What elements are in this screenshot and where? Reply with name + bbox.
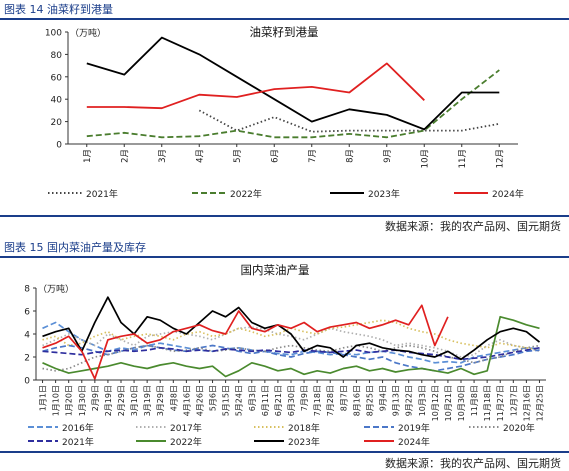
x-tick-label: 9月 bbox=[383, 149, 393, 163]
legend-label: 2023年 bbox=[368, 188, 400, 200]
x-tick-label: 12月7日 bbox=[509, 385, 518, 416]
x-tick-label: 7月9日 bbox=[300, 385, 309, 411]
x-tick-label: 9月22日 bbox=[405, 385, 414, 416]
y-tick-label: 4 bbox=[24, 331, 30, 341]
y-tick-label: 100 bbox=[45, 29, 62, 39]
legend-label: 2021年 bbox=[86, 188, 118, 200]
figure-15-rule bbox=[0, 256, 569, 258]
series-line-2023 bbox=[42, 296, 541, 361]
x-tick-label: 3月10日 bbox=[130, 385, 139, 416]
x-tick-label: 10月21日 bbox=[444, 385, 453, 421]
x-tick-label: 4月8日 bbox=[169, 385, 178, 411]
x-tick-label: 7月18日 bbox=[313, 385, 322, 416]
x-tick-label: 10月3日 bbox=[418, 385, 427, 416]
x-tick-label: 8月25日 bbox=[365, 385, 374, 416]
legend-label: 2021年 bbox=[62, 436, 94, 448]
y-tick-label: 0 bbox=[24, 377, 30, 387]
series-line-2017 bbox=[42, 326, 540, 358]
x-tick-label: 5月6日 bbox=[209, 385, 218, 411]
legend-label: 2024年 bbox=[398, 436, 430, 448]
x-tick-label: 2月 bbox=[120, 149, 130, 163]
x-tick-label: 5月15日 bbox=[222, 385, 231, 416]
y-tick-label: 80 bbox=[51, 51, 63, 61]
x-tick-label: 5月24日 bbox=[235, 385, 244, 416]
series-line-2022 bbox=[86, 69, 500, 139]
x-tick-label: 1月1日 bbox=[39, 385, 48, 411]
x-tick-label: 10月 bbox=[420, 149, 430, 168]
x-tick-label: 2月29日 bbox=[117, 385, 126, 416]
x-tick-label: 6月3日 bbox=[248, 385, 257, 411]
x-tick-label: 12月25日 bbox=[535, 385, 544, 421]
x-tick-label: 2月9日 bbox=[91, 385, 100, 411]
series-line-2021 bbox=[42, 346, 540, 361]
legend-label: 2016年 bbox=[62, 422, 94, 434]
series-line-2016 bbox=[42, 321, 540, 364]
x-tick-label: 3月 bbox=[158, 149, 168, 163]
x-tick-label: 1月30日 bbox=[78, 385, 87, 416]
x-tick-label: 9月4日 bbox=[379, 385, 388, 411]
x-tick-label: 11月8日 bbox=[470, 385, 479, 416]
y-unit-label: （万吨） bbox=[70, 27, 106, 39]
x-tick-label: 6月21日 bbox=[274, 385, 283, 416]
x-tick-label: 6月 bbox=[270, 149, 280, 163]
series-line-2024 bbox=[42, 304, 449, 380]
legend-label: 2023年 bbox=[288, 436, 320, 448]
x-tick-label: 4月16日 bbox=[182, 385, 191, 416]
legend-label: 2022年 bbox=[230, 188, 262, 200]
chart-title: 油菜籽到港量 bbox=[250, 25, 319, 39]
chart-title: 国内菜油产量 bbox=[241, 263, 310, 277]
x-tick-label: 8月 bbox=[345, 149, 355, 163]
x-tick-label: 4月 bbox=[195, 149, 205, 163]
y-tick-label: 20 bbox=[51, 118, 63, 128]
x-tick-label: 3月19日 bbox=[143, 385, 152, 416]
x-tick-label: 10月12日 bbox=[431, 385, 440, 421]
x-tick-label: 1月 bbox=[83, 149, 93, 163]
series-line-2021 bbox=[198, 109, 500, 133]
arrivals-chart: 0 20 40 60 80 100 （万吨） 油菜籽到港量 1月 2月 3月 4月 5月 6月 7月 8月 9月… bbox=[45, 25, 524, 200]
x-tick-label: 7月28日 bbox=[326, 385, 335, 416]
y-unit-label: （万吨） bbox=[38, 283, 74, 295]
x-tick-label: 8月16日 bbox=[352, 385, 361, 416]
figure-15-source: 数据来源：我的农产品网、国元期货 bbox=[385, 457, 561, 470]
figure-14-bottom-rule bbox=[0, 215, 569, 217]
figure-14-rule bbox=[0, 18, 569, 20]
x-tick-label: 12月 bbox=[495, 149, 505, 168]
x-tick-label: 11月27日 bbox=[496, 385, 505, 421]
legend-label: 2024年 bbox=[492, 188, 524, 200]
x-tick-label: 5月 bbox=[233, 149, 243, 163]
x-tick-label: 11月 bbox=[458, 149, 468, 168]
x-tick-label: 11月18日 bbox=[483, 385, 492, 421]
y-tick-label: 0 bbox=[56, 141, 62, 151]
production-chart: 0 2 4 6 8 （万吨） 国内菜油产量 1月1日 1月10日 1月20日 1月30日 2月9日 2月… bbox=[24, 263, 546, 448]
y-tick-label: 2 bbox=[24, 354, 30, 364]
y-tick-label: 8 bbox=[24, 285, 30, 295]
legend-label: 2022年 bbox=[170, 436, 202, 448]
x-tick-label: 4月26日 bbox=[195, 385, 204, 416]
x-tick-label: 12月16日 bbox=[522, 385, 531, 421]
x-tick-label: 3月29日 bbox=[156, 385, 165, 416]
y-tick-label: 60 bbox=[51, 73, 63, 83]
x-tick-label: 1月20日 bbox=[65, 385, 74, 416]
x-tick-label: 10月30日 bbox=[457, 385, 466, 421]
x-tick-label: 9月13日 bbox=[392, 385, 401, 416]
figure-14-source: 数据来源：我的农产品网、国元期货 bbox=[385, 220, 561, 233]
series-line-2023 bbox=[86, 36, 500, 131]
figure-15-bottom-rule bbox=[0, 451, 569, 453]
x-tick-label: 6月30日 bbox=[287, 385, 296, 416]
x-tick-label: 7月 bbox=[308, 149, 318, 163]
legend-label: 2020年 bbox=[503, 422, 535, 434]
x-tick-label: 8月7日 bbox=[339, 385, 348, 411]
figure-14-label: 图表 14 油菜籽到港量 bbox=[4, 3, 113, 16]
x-tick-label: 2月19日 bbox=[104, 385, 113, 416]
legend-label: 2019年 bbox=[398, 422, 430, 434]
figure-15-label: 图表 15 国内菜油产量及库存 bbox=[4, 241, 146, 254]
y-tick-label: 6 bbox=[24, 308, 30, 318]
legend-label: 2017年 bbox=[170, 422, 202, 434]
series-line-2024 bbox=[86, 62, 425, 110]
legend-label: 2018年 bbox=[288, 422, 320, 434]
series-line-2022 bbox=[42, 315, 540, 378]
y-tick-label: 40 bbox=[51, 96, 63, 106]
x-tick-label: 1月10日 bbox=[52, 385, 61, 416]
x-tick-label: 6月11日 bbox=[261, 385, 270, 416]
